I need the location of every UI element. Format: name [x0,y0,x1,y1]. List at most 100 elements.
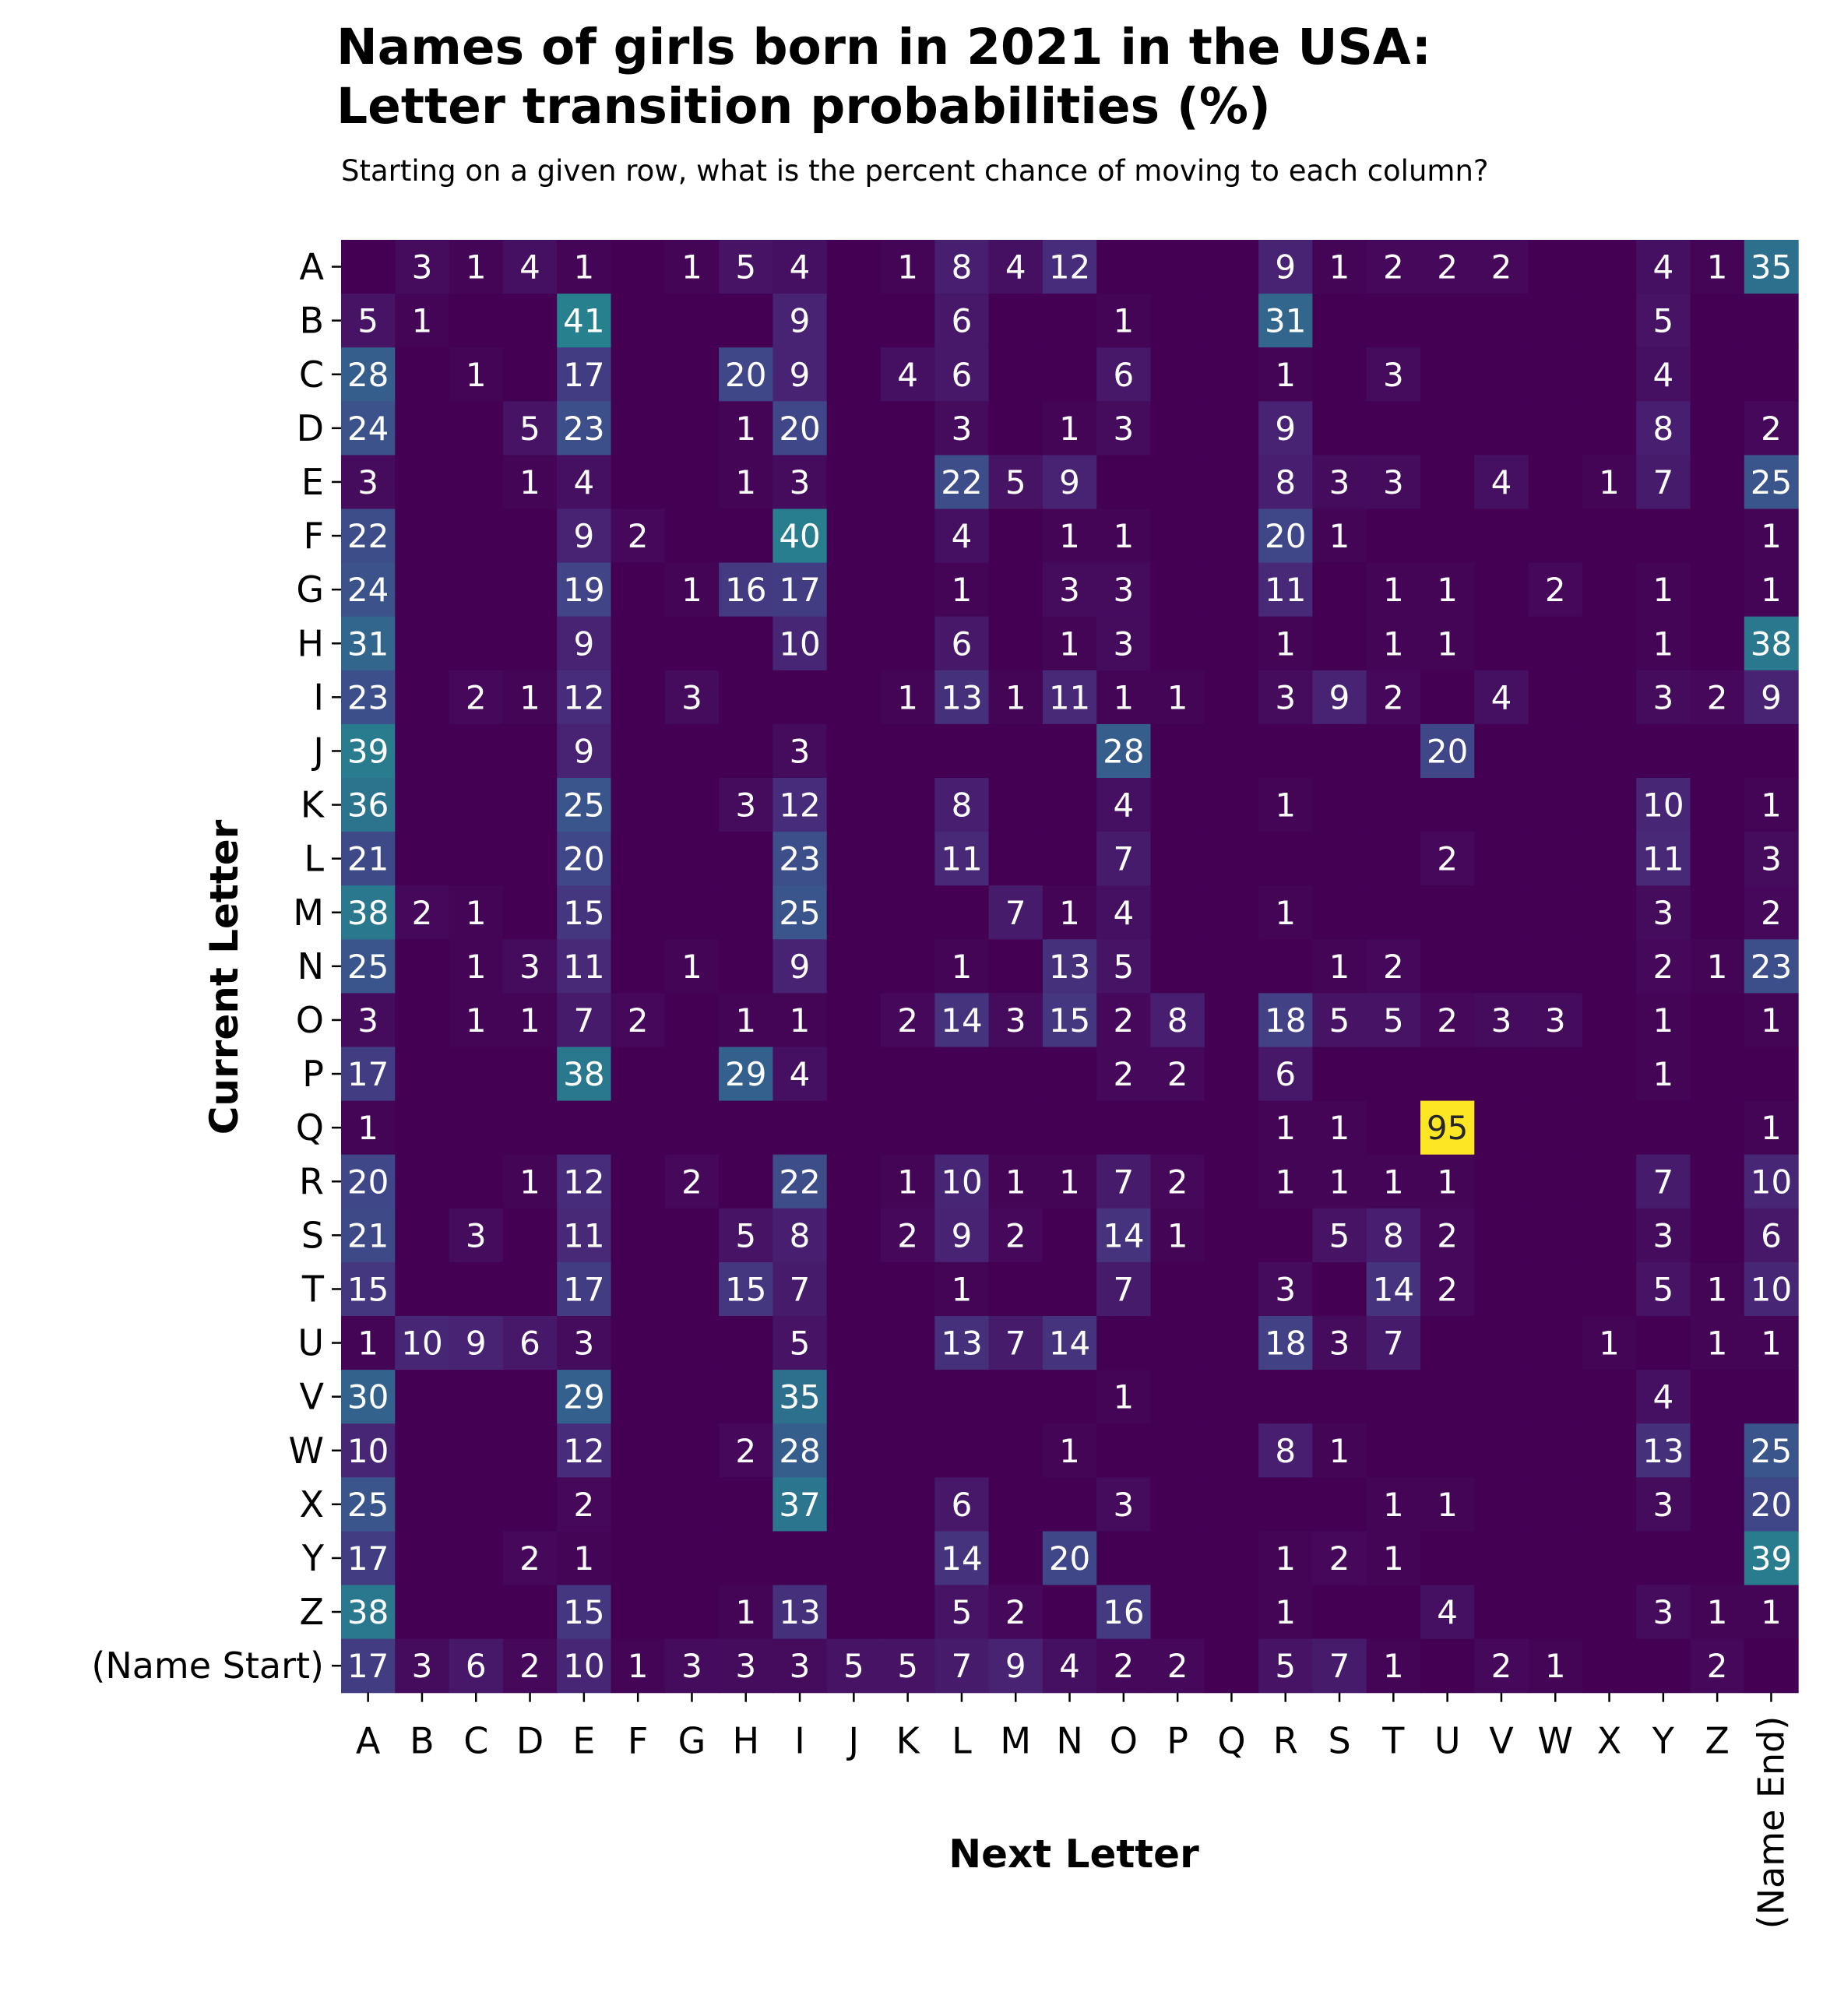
heatmap-cell [1420,401,1475,456]
cell-value-label: 2 [1167,1055,1188,1093]
cell-value-label: 7 [1113,1163,1134,1201]
cell-value-label: 8 [1167,1001,1188,1040]
heatmap-cell [341,778,396,832]
heatmap-cell [1582,1100,1637,1156]
heatmap-cell [502,1100,558,1156]
cell-value-label: 12 [779,786,820,825]
heatmap-cell [719,1423,773,1478]
cell-value-label: 1 [1275,1539,1296,1578]
heatmap-cell [395,832,450,886]
heatmap-cell [826,508,882,564]
cell-value-label: 16 [1103,1593,1144,1631]
heatmap-cell [772,294,828,348]
heatmap-cell [1312,885,1367,940]
heatmap-cell [611,778,666,832]
heatmap-cell [1096,508,1152,564]
heatmap-cell [988,1585,1043,1640]
heatmap-cell [611,1154,666,1209]
cell-value-label: 1 [1059,517,1080,555]
heatmap-cell [1420,1100,1475,1156]
heatmap-cell [1528,1370,1583,1424]
heatmap-cell [502,616,558,671]
heatmap-cell [934,1370,990,1424]
heatmap-cell [881,1585,935,1640]
heatmap-cell [1582,1585,1637,1640]
cell-value-label: 25 [563,786,604,825]
heatmap-cell [772,993,828,1048]
heatmap-cell [1312,1531,1367,1586]
cell-value-label: 17 [347,1539,389,1578]
heatmap-cell [1528,993,1583,1048]
heatmap-cell [1474,723,1529,779]
heatmap-cell [1096,347,1152,402]
heatmap-cell [1582,723,1637,779]
heatmap-cell [1582,1154,1637,1209]
cell-value-label: 23 [779,840,820,878]
heatmap-cell [1420,240,1475,294]
heatmap-cell [1366,1423,1421,1478]
cell-value-label: 10 [347,1432,389,1470]
heatmap-cell [1744,778,1799,832]
cell-value-label: 1 [466,894,487,932]
heatmap-cell [1312,1638,1367,1694]
heatmap-cell [881,778,935,832]
cell-value-label: 7 [1113,1270,1134,1308]
heatmap-cell [1042,616,1097,671]
heatmap-cell [988,240,1043,294]
heatmap-cell [557,1477,612,1532]
heatmap-cell [826,240,882,294]
heatmap-cell [1528,778,1583,832]
cell-value-label: 1 [1059,410,1080,448]
heatmap-cell [1636,1585,1691,1640]
cell-value-label: 3 [573,1325,594,1363]
cell-value-label: 3 [1113,1486,1134,1524]
heatmap-cell [449,1208,504,1263]
heatmap-cell [611,294,666,348]
cell-value-label: 9 [790,302,811,340]
heatmap-cell [502,1047,558,1102]
heatmap-cell [1366,1370,1421,1424]
heatmap-cell [988,508,1043,564]
heatmap-cell [1096,1047,1152,1102]
heatmap-cell [395,1208,450,1263]
heatmap-cell [1636,1370,1691,1424]
heatmap-cell [449,455,504,510]
cell-value-label: 20 [347,1163,389,1201]
heatmap-cell [1474,1261,1529,1317]
cell-value-label: 2 [1707,1647,1728,1685]
heatmap-cell [1042,1100,1097,1156]
x-tick-label: S [1328,1720,1350,1762]
heatmap-cell [1258,778,1313,832]
heatmap-cell [1366,1047,1421,1102]
cell-value-label: 25 [1751,1432,1792,1470]
cell-value-label: 1 [790,1001,811,1040]
heatmap-cell [988,1531,1043,1586]
heatmap-cell [826,885,882,940]
cell-value-label: 5 [735,1216,756,1254]
y-tick-label: M [293,892,324,934]
cell-value-label: 25 [1751,463,1792,501]
cell-value-label: 3 [1652,1593,1673,1631]
heatmap-cell [881,1531,935,1586]
heatmap-cell [611,1531,666,1586]
heatmap-cell [395,562,450,617]
heatmap-cell [826,1477,882,1532]
heatmap-cell [719,1316,773,1370]
cell-value-label: 1 [1275,786,1296,825]
heatmap-cell [934,562,990,617]
cell-value-label: 6 [1113,356,1134,394]
x-tick-label: V [1489,1720,1514,1762]
heatmap-cell [449,885,504,940]
cell-value-label: 5 [735,248,756,287]
heatmap-cell [1312,778,1367,832]
heatmap-cell [1366,294,1421,348]
heatmap-cell [934,778,990,832]
heatmap-cell [1042,670,1097,725]
heatmap-cell [719,993,773,1048]
cell-value-label: 29 [725,1055,766,1093]
heatmap-cell [1258,1208,1313,1263]
heatmap-cell [1042,939,1097,994]
heatmap-cell [395,1261,450,1317]
cell-value-label: 5 [357,302,378,340]
